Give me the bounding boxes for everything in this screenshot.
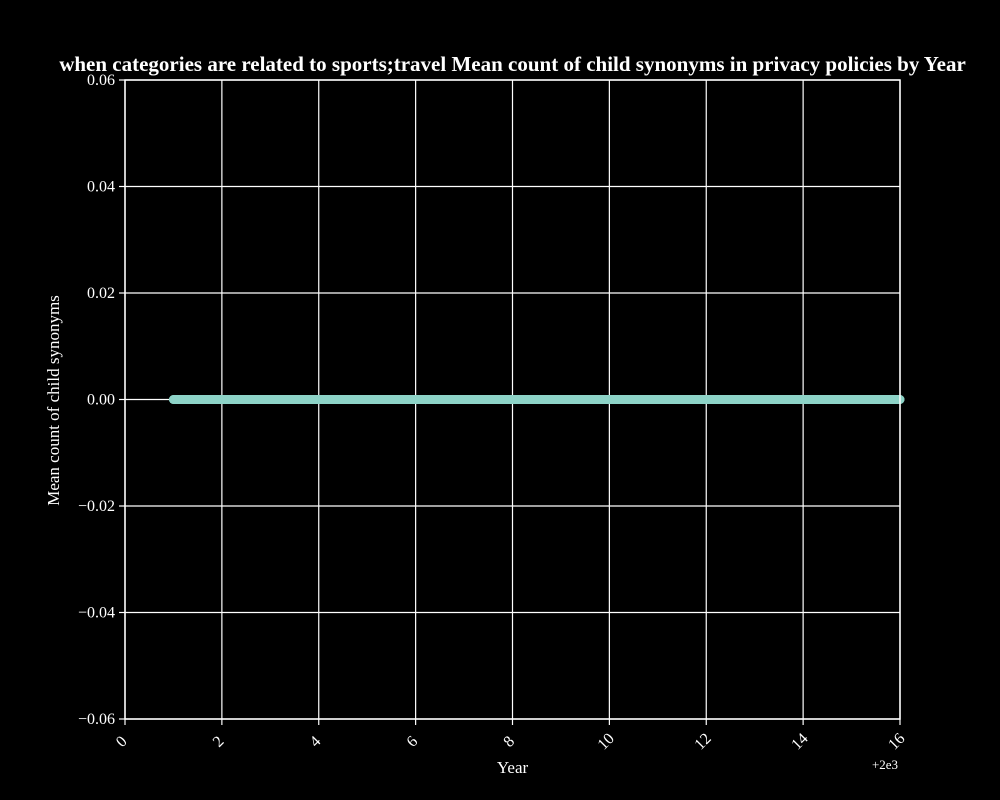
data-point — [508, 395, 517, 404]
data-point — [653, 395, 663, 404]
y-tick-label: −0.04 — [78, 605, 115, 622]
x-tick-label: 2 — [210, 733, 228, 751]
x-tick-label: 12 — [691, 730, 714, 753]
y-tick-labels: −0.06 −0.04 −0.02 0.00 0.02 0.04 0.06 — [78, 72, 115, 728]
y-tick-label: −0.02 — [78, 498, 115, 515]
data-point — [701, 395, 711, 404]
series-layer — [168, 395, 905, 404]
y-tick-label: 0.06 — [87, 72, 115, 89]
data-point — [750, 395, 760, 404]
x-tick-labels: 0 2 4 6 8 10 12 14 16 — [113, 730, 909, 753]
data-point — [168, 395, 178, 404]
x-tick-label: 4 — [307, 733, 325, 751]
data-point — [556, 395, 566, 404]
data-point — [798, 395, 808, 404]
data-point — [362, 395, 372, 404]
x-tick-label: 8 — [500, 733, 518, 751]
x-tick-label: 14 — [788, 730, 811, 753]
data-point — [604, 395, 614, 404]
x-tick-label: 16 — [885, 730, 908, 753]
y-tick-label: −0.06 — [78, 711, 115, 728]
data-point — [459, 395, 469, 404]
y-tick-label: 0.00 — [87, 392, 115, 409]
x-axis-label: Year — [497, 758, 529, 777]
data-point — [411, 395, 421, 404]
y-tick-label: 0.04 — [87, 179, 115, 196]
data-point — [217, 395, 227, 404]
data-point — [847, 395, 857, 404]
data-point — [314, 395, 324, 404]
data-point — [265, 395, 275, 404]
plot-frame — [124, 79, 901, 720]
chart-title: when categories are related to sports;tr… — [59, 52, 966, 76]
x-tick-label: 6 — [404, 733, 422, 751]
x-tick-label: 0 — [113, 733, 131, 751]
x-offset-label: +2e3 — [872, 757, 898, 772]
x-tick-label: 10 — [595, 730, 618, 753]
y-axis-label: Mean count of child synonyms — [44, 295, 63, 506]
y-tick-label: 0.02 — [87, 285, 115, 302]
